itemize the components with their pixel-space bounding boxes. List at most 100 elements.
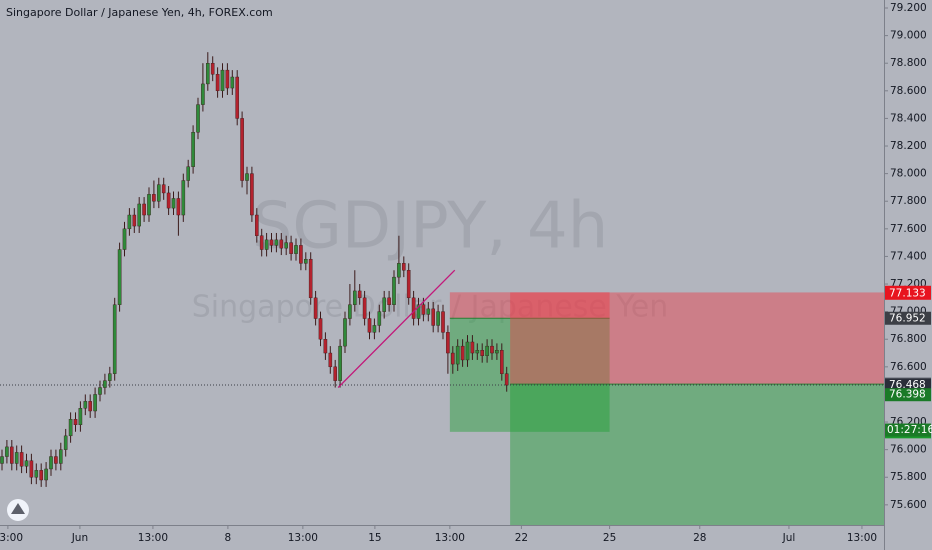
candle-body <box>460 345 465 361</box>
candle-body <box>465 341 470 361</box>
candle-body <box>421 304 426 315</box>
stop-zone <box>510 292 884 385</box>
price-badge-label: 76.398 <box>889 389 926 401</box>
x-tick-label: 13:00 <box>138 532 168 544</box>
y-tick-label: 79.000 <box>890 30 927 42</box>
y-tick-label: 77.600 <box>890 223 927 235</box>
price-badge <box>885 311 931 325</box>
candle-body <box>137 203 142 227</box>
candle-body <box>166 192 171 209</box>
candle-body <box>274 239 279 246</box>
candle-body <box>485 345 489 356</box>
candle-body <box>475 350 480 354</box>
candle-body <box>63 435 68 450</box>
candle-body <box>122 228 127 250</box>
candle-body <box>156 184 161 202</box>
candle-body <box>49 456 53 470</box>
candle-body <box>161 184 166 194</box>
candle-body <box>504 373 509 386</box>
candle-body <box>343 318 347 347</box>
candle-body <box>29 460 34 478</box>
candle-body <box>39 470 43 481</box>
candle-body <box>318 318 323 340</box>
candle-body <box>68 419 73 437</box>
logo-icon <box>11 503 25 514</box>
target-zone <box>510 384 884 525</box>
x-tick-label: 13:00 <box>288 532 318 544</box>
candle-body <box>205 63 210 85</box>
candle-body <box>186 166 191 181</box>
y-tick-label: 75.800 <box>890 471 927 483</box>
candle-body <box>500 350 504 374</box>
candle-body <box>9 446 14 464</box>
price-badge-label: 77.133 <box>889 287 926 299</box>
candle-body <box>333 366 338 381</box>
x-tick-label: Jul <box>782 532 796 544</box>
candle-body <box>470 341 475 354</box>
candle-body <box>254 214 259 236</box>
candle-body <box>495 350 499 354</box>
candle-body <box>152 194 156 202</box>
candle-body <box>269 239 274 246</box>
chart-title: Singapore Dollar / Japanese Yen, 4h, FOR… <box>6 6 273 19</box>
candle-body <box>338 345 342 381</box>
y-tick-label: 78.800 <box>890 57 927 69</box>
watermark: SGDJPY, 4h <box>252 190 609 264</box>
candle-body <box>313 297 318 319</box>
x-tick-label: 22 <box>515 532 528 544</box>
candle-body <box>93 394 97 412</box>
plot-area <box>0 52 884 525</box>
candle-body <box>54 456 58 464</box>
candle-body <box>353 290 357 305</box>
x-tick-label: 15 <box>368 532 381 544</box>
y-tick-label: 76.600 <box>890 361 927 373</box>
candle-body <box>107 373 112 381</box>
candle-body <box>24 460 29 467</box>
candle-body <box>147 194 151 216</box>
candle-body <box>5 446 9 457</box>
candle-body <box>220 69 225 92</box>
candle-body <box>245 173 249 181</box>
candle-body <box>323 339 328 354</box>
candle-body <box>14 452 19 464</box>
candle-body <box>387 297 391 305</box>
x-tick-label: 28 <box>693 532 706 544</box>
candle-body <box>377 311 382 326</box>
candle-body <box>382 297 387 312</box>
candle-body <box>117 249 122 305</box>
candle-body <box>348 304 352 319</box>
candle-body <box>441 311 445 333</box>
candle-body <box>225 69 230 89</box>
candle-body <box>431 308 436 326</box>
y-tick-label: 76.000 <box>890 444 927 456</box>
price-badge <box>885 388 931 402</box>
candle-body <box>372 325 377 333</box>
candle-body <box>446 332 450 354</box>
candle-body <box>78 408 83 426</box>
x-tick-label: 25 <box>603 532 616 544</box>
price-badge-label: 76.952 <box>889 312 926 324</box>
x-tick-label: 13:00 <box>435 532 465 544</box>
y-tick-label: 76.800 <box>890 333 927 345</box>
countdown-badge <box>885 423 931 437</box>
candle-body <box>455 345 460 365</box>
candle-body <box>436 311 440 326</box>
price-badge <box>885 286 931 300</box>
x-tick-label: 13:00 <box>847 532 877 544</box>
y-tick-label: 78.000 <box>890 168 927 180</box>
candle-body <box>294 245 298 254</box>
y-tick-label: 77.800 <box>890 195 927 207</box>
candle-body <box>284 242 289 249</box>
y-tick-label: 79.200 <box>890 2 927 14</box>
candle-body <box>362 297 367 319</box>
countdown: 01:27:16 <box>887 424 932 436</box>
y-tick-label: 75.600 <box>890 499 927 511</box>
candle-body <box>308 258 313 299</box>
candle-body <box>201 83 205 105</box>
candle-body <box>59 449 63 464</box>
candle-body <box>98 387 102 395</box>
candle-body <box>73 419 78 426</box>
x-tick-label: 8 <box>225 532 232 544</box>
